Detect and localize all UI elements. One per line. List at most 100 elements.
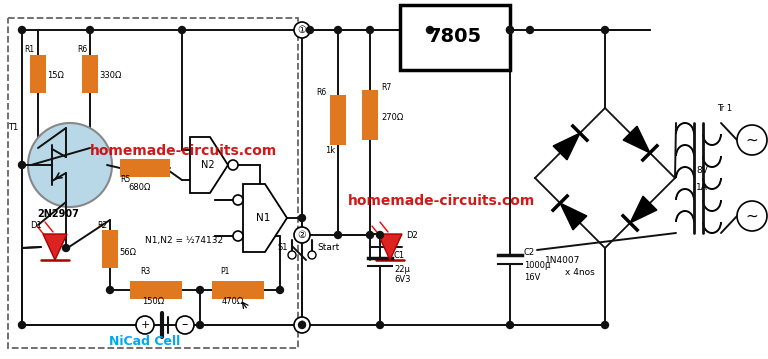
Text: 1000µ: 1000µ — [524, 261, 551, 270]
Circle shape — [294, 317, 310, 333]
Text: N2: N2 — [201, 160, 215, 170]
Text: P1: P1 — [220, 267, 230, 276]
Text: R7: R7 — [381, 83, 391, 92]
Circle shape — [62, 244, 69, 252]
Circle shape — [601, 322, 608, 328]
Bar — [330, 95, 346, 145]
Circle shape — [18, 27, 25, 33]
Text: 56Ω: 56Ω — [119, 248, 136, 257]
Text: Start: Start — [317, 243, 339, 252]
Circle shape — [136, 316, 154, 334]
Circle shape — [507, 27, 514, 33]
Text: 270Ω: 270Ω — [381, 113, 403, 122]
Circle shape — [737, 125, 767, 155]
Circle shape — [507, 322, 514, 328]
Text: 1k: 1k — [325, 146, 335, 155]
Text: ~: ~ — [746, 132, 758, 148]
Circle shape — [276, 286, 283, 294]
Polygon shape — [630, 196, 657, 223]
Text: 1A: 1A — [696, 183, 708, 192]
Bar — [362, 90, 378, 140]
Bar — [212, 281, 264, 299]
Text: R5: R5 — [120, 175, 131, 184]
Circle shape — [294, 227, 310, 243]
Text: D2: D2 — [406, 231, 418, 240]
Text: ①: ① — [298, 25, 306, 35]
Circle shape — [18, 322, 25, 328]
Text: NiCad Cell: NiCad Cell — [109, 335, 180, 348]
Circle shape — [178, 27, 186, 33]
Circle shape — [335, 232, 342, 238]
Circle shape — [176, 316, 194, 334]
Circle shape — [233, 195, 243, 205]
Polygon shape — [190, 137, 228, 193]
Text: T1: T1 — [8, 123, 18, 132]
Bar — [130, 281, 182, 299]
Text: D1: D1 — [30, 221, 41, 230]
Text: ~: ~ — [746, 209, 758, 224]
Text: 150Ω: 150Ω — [142, 297, 164, 306]
Circle shape — [366, 27, 373, 33]
Text: x 4nos: x 4nos — [565, 268, 594, 277]
Text: 1N4007: 1N4007 — [545, 256, 581, 265]
Bar — [102, 230, 118, 268]
Text: 6V3: 6V3 — [394, 275, 411, 284]
Circle shape — [28, 123, 112, 207]
Circle shape — [87, 27, 94, 33]
Text: 470Ω: 470Ω — [222, 297, 244, 306]
Circle shape — [527, 27, 534, 33]
Text: 2N2907: 2N2907 — [37, 209, 79, 219]
Circle shape — [299, 322, 306, 328]
Text: N1,N2 = ½74132: N1,N2 = ½74132 — [145, 236, 223, 244]
Text: R3: R3 — [140, 267, 151, 276]
Text: R1: R1 — [24, 45, 34, 54]
Circle shape — [306, 27, 313, 33]
Circle shape — [335, 27, 342, 33]
Polygon shape — [43, 234, 67, 260]
Text: C2: C2 — [524, 248, 535, 257]
Circle shape — [228, 160, 238, 170]
Circle shape — [294, 22, 310, 38]
Polygon shape — [378, 234, 402, 260]
Circle shape — [288, 251, 296, 259]
Text: Tr 1: Tr 1 — [717, 104, 732, 113]
Text: +: + — [141, 320, 150, 330]
Text: homemade-circuits.com: homemade-circuits.com — [348, 194, 535, 208]
Bar — [120, 159, 170, 177]
Text: 680Ω: 680Ω — [128, 183, 151, 192]
Polygon shape — [623, 126, 650, 153]
Circle shape — [426, 27, 433, 33]
Text: 22µ: 22µ — [394, 265, 410, 274]
Text: C1: C1 — [394, 251, 406, 260]
Circle shape — [233, 231, 243, 241]
Circle shape — [376, 322, 383, 328]
Text: 8V: 8V — [696, 166, 708, 175]
Circle shape — [197, 286, 204, 294]
Text: 15Ω: 15Ω — [47, 71, 64, 80]
Circle shape — [601, 27, 608, 33]
Bar — [30, 55, 46, 93]
Circle shape — [308, 251, 316, 259]
Text: N1: N1 — [256, 213, 270, 223]
Text: homemade-circuits.com: homemade-circuits.com — [90, 144, 277, 158]
Circle shape — [737, 201, 767, 231]
Circle shape — [107, 286, 114, 294]
Circle shape — [366, 232, 373, 238]
Text: 7805: 7805 — [428, 28, 482, 47]
Text: R6: R6 — [77, 45, 88, 54]
Text: –: – — [182, 318, 188, 331]
Polygon shape — [560, 203, 587, 230]
Text: 16V: 16V — [524, 273, 541, 282]
Text: ②: ② — [298, 230, 306, 240]
Bar — [400, 5, 510, 70]
Text: S1: S1 — [278, 243, 289, 252]
Circle shape — [18, 162, 25, 168]
Polygon shape — [553, 133, 580, 160]
Circle shape — [197, 322, 204, 328]
Polygon shape — [243, 184, 287, 252]
Text: 330Ω: 330Ω — [99, 71, 121, 80]
Text: ③: ③ — [298, 320, 306, 330]
Bar — [8, 18, 298, 348]
Circle shape — [299, 214, 306, 222]
Text: R6: R6 — [316, 88, 326, 97]
